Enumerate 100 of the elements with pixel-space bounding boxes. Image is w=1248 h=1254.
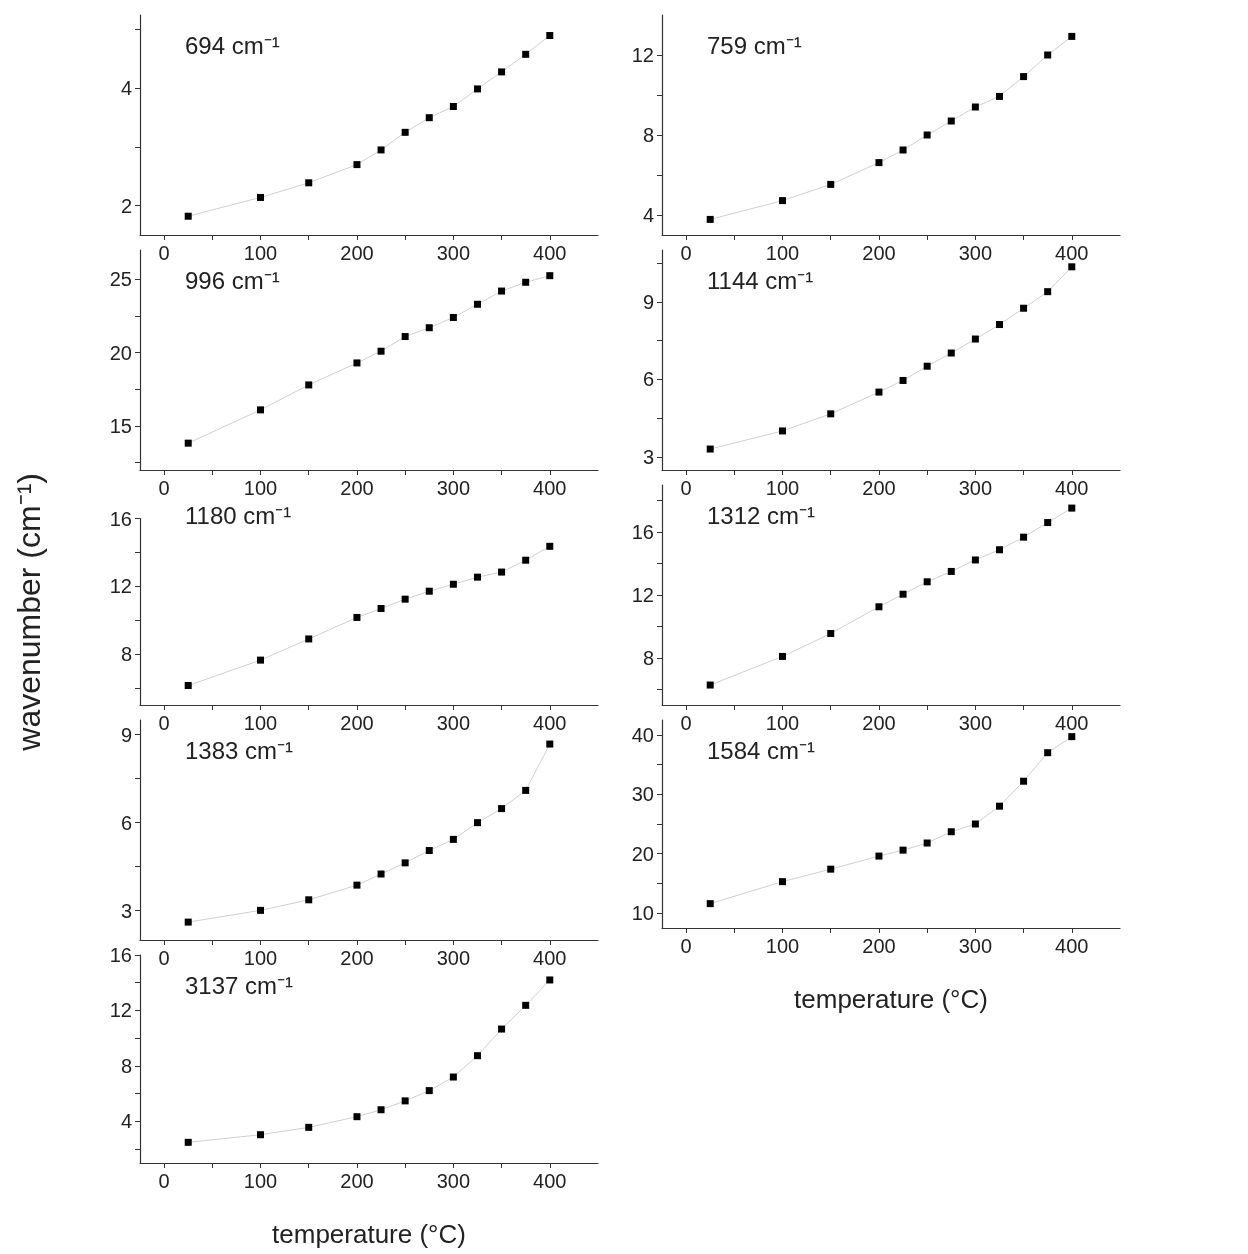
point (779, 878, 787, 886)
point (923, 839, 931, 847)
point (706, 900, 714, 908)
x-tick-label: 400 (1055, 477, 1089, 499)
point (1020, 73, 1028, 81)
point (1020, 304, 1028, 312)
y-tick-label: 20 (109, 341, 132, 364)
x-tick-label: 100 (243, 477, 278, 499)
x-tick-label: 300 (436, 947, 471, 969)
point (875, 159, 883, 167)
y-tick-label: 12 (109, 575, 132, 598)
point (522, 556, 530, 564)
point (1044, 519, 1052, 527)
x-tick-label: 100 (765, 242, 800, 264)
point (875, 852, 883, 860)
y-tick-label: 9 (642, 290, 654, 313)
point (995, 546, 1003, 554)
point (498, 68, 506, 76)
x-tick-label: 0 (158, 1170, 170, 1192)
x-tick-label: 400 (1055, 712, 1089, 734)
point (546, 542, 554, 550)
point (899, 146, 907, 154)
y-tick-label: 16 (109, 944, 132, 966)
point (377, 1106, 385, 1114)
x-axis-title: temperature (°C) (272, 1219, 466, 1249)
point (546, 272, 554, 280)
y-tick-label: 15 (109, 415, 132, 437)
x-tick-label: 0 (158, 712, 170, 734)
annotation: 1144 cm⁻¹ (707, 266, 814, 294)
x-tick-label: 300 (958, 712, 993, 734)
point (257, 193, 265, 201)
point (184, 1138, 192, 1146)
x-tick-label: 100 (765, 712, 800, 734)
point (779, 197, 787, 205)
point (401, 1097, 409, 1105)
point (1068, 733, 1076, 741)
y-tick-label: 9 (120, 723, 132, 746)
point (377, 604, 385, 612)
point (1068, 504, 1076, 512)
point (425, 847, 433, 855)
point (401, 595, 409, 603)
point (449, 580, 457, 588)
point (473, 573, 481, 581)
point (546, 32, 554, 40)
point (377, 146, 385, 154)
point (546, 740, 554, 748)
y-tick-label: 16 (631, 521, 654, 544)
point (899, 376, 907, 384)
point (546, 976, 554, 984)
point (449, 835, 457, 843)
y-tick-label: 4 (120, 77, 132, 100)
x-tick-label: 0 (680, 935, 692, 957)
y-tick-label: 6 (120, 811, 132, 834)
point (377, 347, 385, 355)
y-tick-label: 8 (642, 124, 654, 146)
point (706, 681, 714, 689)
annotation: 694 cm⁻¹ (185, 31, 280, 59)
point (257, 406, 265, 414)
annotation: 996 cm⁻¹ (185, 266, 280, 294)
annotation: 3137 cm⁻¹ (185, 971, 294, 999)
point (947, 828, 955, 836)
point (827, 180, 835, 188)
point (184, 918, 192, 926)
point (425, 1087, 433, 1095)
y-axis-title: wavenumber (cm⁻¹) (11, 473, 47, 752)
point (947, 349, 955, 357)
x-tick-label: 100 (765, 935, 800, 957)
point (401, 333, 409, 341)
point (522, 786, 530, 794)
point (353, 161, 361, 169)
point (706, 215, 714, 223)
y-tick-label: 3 (642, 446, 654, 469)
x-tick-label: 400 (533, 477, 567, 499)
point (473, 1052, 481, 1060)
x-axis-title: temperature (°C) (794, 984, 988, 1014)
x-tick-label: 200 (862, 712, 896, 734)
point (971, 335, 979, 343)
annotation: 1584 cm⁻¹ (707, 736, 816, 764)
y-tick-label: 10 (631, 902, 654, 925)
x-tick-label: 200 (340, 477, 374, 499)
x-tick-label: 0 (158, 947, 170, 969)
x-tick-label: 0 (680, 477, 692, 499)
point (995, 321, 1003, 329)
point (899, 846, 907, 854)
x-tick-label: 0 (680, 242, 692, 264)
y-tick-label: 3 (120, 899, 132, 922)
point (473, 300, 481, 308)
y-tick-label: 20 (631, 842, 654, 865)
y-tick-label: 4 (642, 204, 654, 226)
point (1044, 51, 1052, 59)
point (923, 131, 931, 139)
x-tick-label: 200 (862, 242, 896, 264)
annotation: 1383 cm⁻¹ (185, 736, 294, 764)
point (947, 117, 955, 125)
point (473, 819, 481, 827)
point (827, 865, 835, 873)
point (522, 1001, 530, 1009)
x-tick-label: 300 (436, 712, 471, 734)
x-tick-label: 200 (340, 712, 374, 734)
x-tick-label: 300 (958, 935, 993, 957)
